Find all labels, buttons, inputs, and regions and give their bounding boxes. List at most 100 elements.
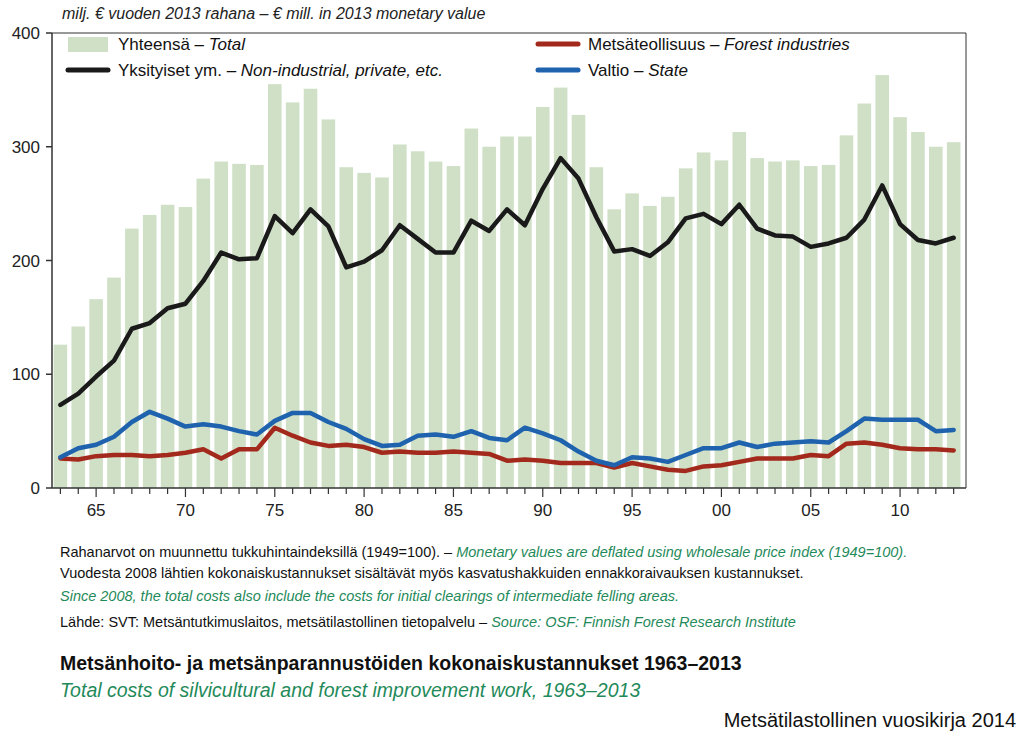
y-tick-label: 0 <box>31 479 40 498</box>
plot-area <box>54 75 961 488</box>
bar <box>715 160 729 488</box>
x-tick-label: 80 <box>355 501 374 520</box>
bar <box>71 326 85 488</box>
line <box>60 412 953 465</box>
x-tick <box>417 488 418 494</box>
bar <box>161 205 175 488</box>
note: Vuodesta 2008 lähtien kokonaiskustannuks… <box>60 565 803 581</box>
bar <box>214 162 228 488</box>
x-tick <box>113 488 114 494</box>
bar <box>911 132 925 488</box>
x-tick <box>757 488 758 494</box>
bar <box>518 137 532 488</box>
x-tick-label: 75 <box>265 501 284 520</box>
x-tick <box>346 488 347 494</box>
bar <box>732 132 746 488</box>
legend-label: Metsäteollisuus – Forest industries <box>588 35 850 54</box>
x-tick <box>310 488 311 494</box>
bar <box>322 119 336 488</box>
x-tick <box>560 488 561 494</box>
bar <box>304 89 318 488</box>
x-tick-label: 10 <box>891 501 910 520</box>
legend-swatch <box>538 68 578 73</box>
x-tick <box>935 488 936 494</box>
x-tick-label: 85 <box>444 501 463 520</box>
x-tick <box>542 488 543 497</box>
x-tick-label: 00 <box>712 501 731 520</box>
line <box>60 428 953 471</box>
bar <box>125 229 139 488</box>
legend-swatch <box>538 42 578 47</box>
x-tick <box>453 488 454 497</box>
x-tick <box>721 488 722 497</box>
title: Metsänhoito- ja metsänparannustöiden kok… <box>60 652 742 674</box>
bar <box>768 162 782 488</box>
line <box>60 158 953 405</box>
x-tick <box>614 488 615 494</box>
bar <box>625 193 639 488</box>
bar <box>750 158 764 488</box>
x-tick <box>578 488 579 494</box>
note: Lähde: SVT: Metsäntutkimuslaitos, metsät… <box>60 614 796 630</box>
x-tick <box>78 488 79 494</box>
x-tick <box>221 488 222 494</box>
x-tick <box>328 488 329 494</box>
legend-label: Yhteensä – Total <box>118 35 246 54</box>
y-tick-label: 100 <box>12 365 40 384</box>
x-tick <box>774 488 775 494</box>
x-tick <box>846 488 847 494</box>
x-tick <box>506 488 507 494</box>
x-tick <box>203 488 204 494</box>
x-tick <box>364 488 365 497</box>
x-tick <box>953 488 954 494</box>
bar <box>286 102 300 488</box>
chart: milj. € vuoden 2013 rahana – € mill. in … <box>0 0 1024 741</box>
x-tick-label: 95 <box>623 501 642 520</box>
x-tick <box>792 488 793 494</box>
bar <box>54 345 68 488</box>
y-tick <box>46 146 52 148</box>
bar <box>232 164 246 488</box>
x-tick <box>667 488 668 494</box>
x-tick <box>238 488 239 494</box>
y-tick <box>46 32 52 34</box>
x-tick <box>810 488 811 497</box>
bar <box>858 104 872 488</box>
frame <box>966 33 967 488</box>
bar <box>447 166 461 488</box>
x-tick <box>167 488 168 494</box>
x-tick <box>899 488 900 497</box>
x-tick <box>292 488 293 494</box>
note: Rahanarvot on muunnettu tukkuhintaindeks… <box>60 544 907 560</box>
bar <box>697 152 711 488</box>
frame <box>52 33 966 34</box>
x-tick <box>435 488 436 494</box>
y-tick-label: 300 <box>12 138 40 157</box>
x-tick <box>131 488 132 494</box>
x-tick <box>149 488 150 494</box>
x-tick <box>274 488 275 497</box>
bar <box>143 215 157 488</box>
x-tick <box>703 488 704 494</box>
bar <box>929 147 943 488</box>
x-tick <box>524 488 525 494</box>
x-tick <box>631 488 632 497</box>
legend-swatch <box>68 37 108 52</box>
y-tick <box>46 374 52 376</box>
x-tick-label: 65 <box>87 501 106 520</box>
x-tick <box>882 488 883 494</box>
x-tick <box>256 488 257 494</box>
x-tick <box>596 488 597 494</box>
bar <box>429 162 443 488</box>
x-tick <box>96 488 97 497</box>
x-tick <box>685 488 686 494</box>
bar <box>89 299 103 488</box>
x-tick-label: 70 <box>176 501 195 520</box>
x-tick <box>381 488 382 494</box>
publication: Metsätilastollinen vuosikirja 2014 <box>724 709 1016 731</box>
legend-swatch <box>68 68 108 73</box>
x-tick <box>649 488 650 494</box>
bar <box>250 165 264 488</box>
x-tick <box>864 488 865 494</box>
bar <box>893 117 907 488</box>
